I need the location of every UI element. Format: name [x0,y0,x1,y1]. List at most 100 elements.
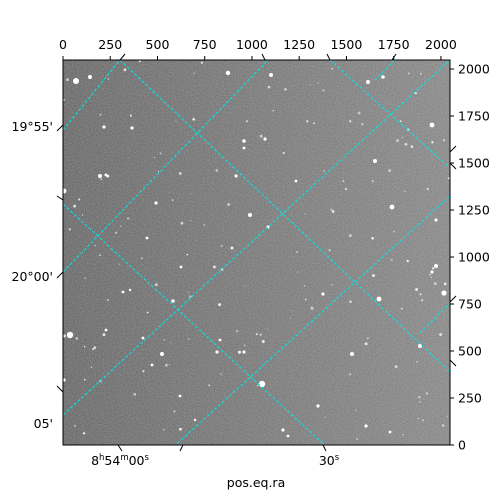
star [208,384,211,387]
star [355,409,357,411]
star [238,350,241,354]
right-axis-tick-label: 250 [458,391,482,406]
star [446,415,448,417]
star [306,120,309,123]
star [357,111,361,115]
wcs-tick [449,162,457,170]
star [441,424,445,427]
star [120,225,122,228]
star [179,427,182,431]
bright-star [373,159,377,163]
star [78,198,81,201]
star [267,85,271,89]
dec-tick-label: 20°00' [12,269,54,284]
right-axis-tick-label: 500 [458,344,482,359]
star [399,120,402,123]
star [420,299,424,302]
bright-star [121,290,125,294]
star [443,282,447,286]
star [171,199,174,201]
star [180,221,184,225]
star [390,258,393,261]
star [404,190,406,193]
star [75,337,79,340]
star [63,334,67,338]
bright-star [130,126,134,130]
stars-layer [63,60,450,440]
top-axis-tick-label: 0 [59,37,67,52]
bright-star [364,424,368,428]
star [331,210,335,213]
star [99,113,102,116]
star [107,78,110,80]
star [356,438,359,440]
bright-star [150,363,154,367]
star [402,433,404,436]
star [401,137,403,139]
star [364,342,368,346]
grid-line [63,60,269,273]
star [331,283,333,286]
star [404,142,408,146]
star [433,282,437,286]
star [272,110,274,112]
bright-star [429,122,435,128]
star [419,293,422,296]
star [203,223,206,226]
star [153,156,155,158]
star [255,333,258,336]
star [99,254,101,256]
star [114,231,118,235]
grid-line [119,60,450,373]
star [63,98,65,101]
star [235,330,239,333]
bright-star [179,265,183,269]
star [418,395,421,399]
star [220,245,223,247]
star [200,61,203,64]
grid-line [63,60,121,131]
star [296,251,298,253]
bright-star [376,296,382,302]
wcs-tick [117,444,123,452]
star [187,291,189,293]
bright-star [63,188,67,194]
star [259,333,262,336]
star [190,220,192,222]
star [419,400,422,403]
bright-star [104,173,108,177]
star [367,337,369,340]
star [310,84,312,86]
wcs-tick [326,53,331,61]
bright-star [389,204,395,210]
star [146,311,149,314]
bright-star [286,434,290,438]
bright-star [171,299,175,303]
top-axis-tick-label: 750 [193,37,217,52]
star [142,370,145,373]
star [410,145,414,148]
star [188,338,190,340]
star [324,416,326,418]
right-axis-tick-label: 1500 [458,156,490,171]
star [284,88,287,91]
bright-star [73,78,79,84]
top-axis-tick-label: 1000 [236,37,268,52]
star [330,208,333,211]
right-y-pixel-axis: 0 250 500 750 1000 1250 1500 1750 2000 [450,62,490,453]
star [127,217,130,220]
star [407,128,410,131]
star [102,333,106,336]
star [141,257,143,260]
star [73,204,77,208]
star [90,366,93,369]
star [304,298,307,301]
bright-star [434,218,438,222]
star [415,360,418,363]
star [372,274,375,278]
bright-star [418,344,422,348]
bright-star [258,380,266,388]
right-axis-tick-label: 750 [458,297,482,312]
star [426,187,429,191]
star [178,172,182,175]
